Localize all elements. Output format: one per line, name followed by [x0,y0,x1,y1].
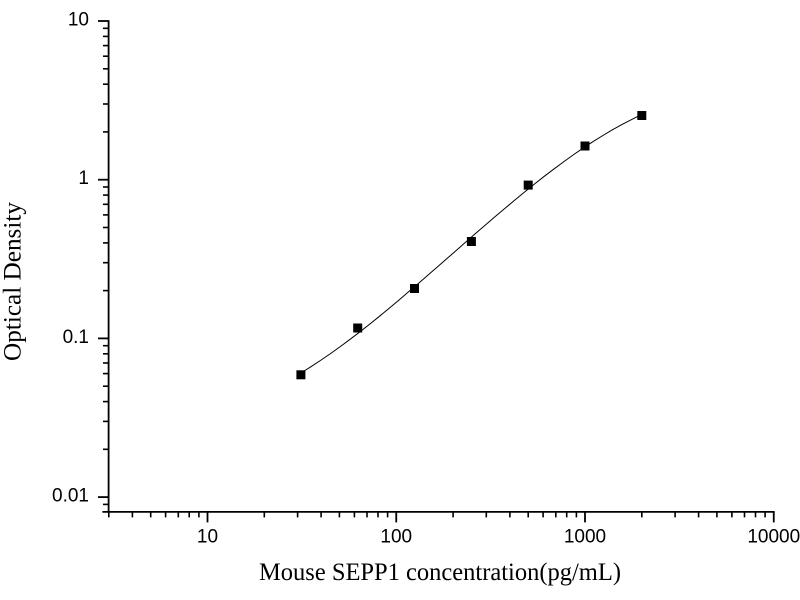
svg-text:0.01: 0.01 [52,486,89,507]
svg-text:10: 10 [68,10,89,31]
svg-text:Mouse SEPP1 concentration(pg/m: Mouse SEPP1 concentration(pg/mL) [259,559,621,586]
svg-text:Optical Density: Optical Density [0,202,26,361]
svg-text:10: 10 [197,527,218,548]
svg-text:10000: 10000 [747,527,800,548]
svg-text:100: 100 [380,527,412,548]
svg-text:1000: 1000 [564,527,606,548]
svg-text:1: 1 [78,168,89,189]
svg-text:0.1: 0.1 [63,327,89,348]
